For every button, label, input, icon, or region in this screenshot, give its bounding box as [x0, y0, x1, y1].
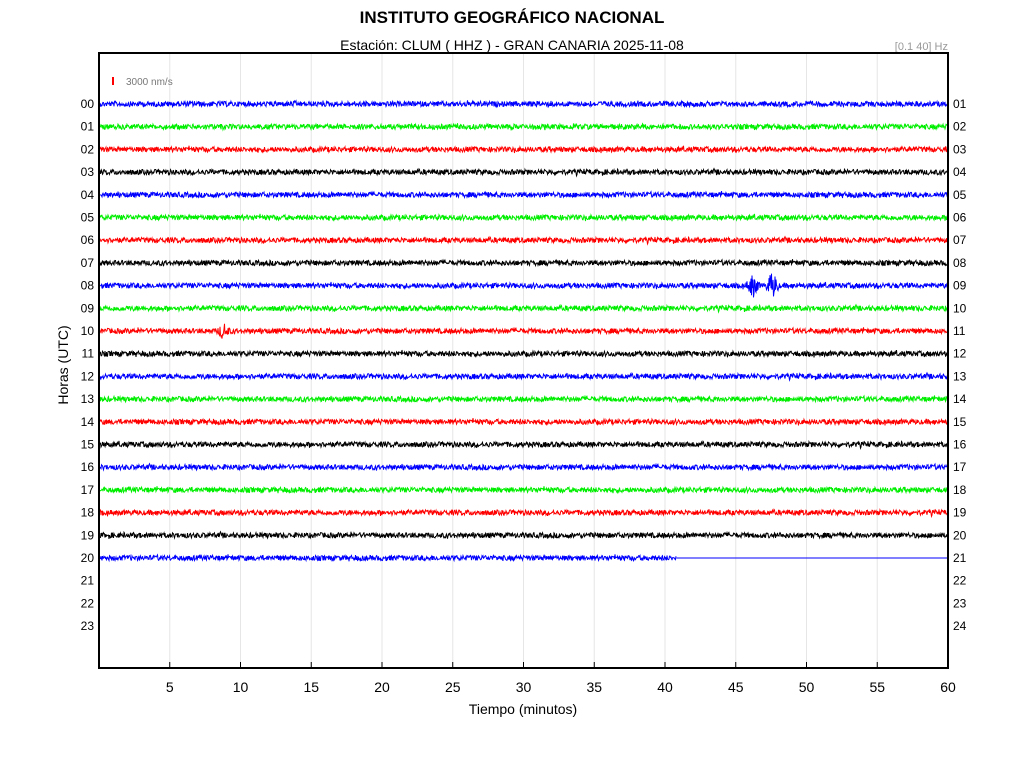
hour-label-right: 08 [953, 256, 967, 270]
hour-label-right: 14 [953, 392, 967, 406]
trace-hour-05 [99, 213, 949, 222]
y-axis-right: 01 02 03 04 05 06 07 08 09 10 11 12 13 14 15 16 17 18 19 20… [953, 97, 967, 633]
hour-label-right: 22 [953, 574, 967, 588]
grid-lines [169, 53, 878, 668]
hour-label-right: 01 [953, 97, 967, 111]
trace-hour-13 [99, 394, 949, 404]
x-tick-label: 5 [166, 679, 174, 695]
trace-hour-09 [99, 303, 949, 314]
filter-band: [0.1 40] Hz [894, 41, 948, 53]
hour-label-left: 16 [81, 460, 95, 474]
hour-label-right: 17 [953, 460, 967, 474]
seismic-traces [99, 99, 949, 563]
trace-hour-08 [99, 273, 949, 298]
hour-label-right: 10 [953, 301, 967, 315]
hour-label-left: 12 [81, 369, 95, 383]
trace-hour-14 [99, 417, 949, 427]
hour-label-right: 06 [953, 211, 967, 225]
hour-label-right: 23 [953, 596, 967, 610]
trace-hour-06 [99, 235, 949, 246]
x-tick-label: 30 [516, 679, 532, 695]
y-axis-left: 00 01 02 03 04 05 06 07 08 09 10 11 12 13 14 15 16 17 18 19… [81, 97, 95, 633]
x-tick-label: 50 [799, 679, 815, 695]
hour-label-right: 16 [953, 438, 967, 452]
hour-label-right: 04 [953, 165, 967, 179]
scale-label: 3000 nm/s [126, 77, 173, 88]
trace-hour-01 [99, 122, 949, 132]
hour-label-right: 24 [953, 619, 967, 633]
hour-label-left: 03 [81, 165, 95, 179]
hour-label-left: 09 [81, 301, 95, 315]
hour-label-left: 18 [81, 506, 95, 520]
hour-label-right: 12 [953, 347, 967, 361]
chart-title: INSTITUTO GEOGRÁFICO NACIONAL [359, 8, 665, 27]
scale-bar [112, 77, 114, 85]
hour-label-right: 15 [953, 415, 967, 429]
x-axis: 5 10 15 20 25 30 35 40 45 50 55 60 [166, 662, 956, 695]
hour-label-right: 03 [953, 142, 967, 156]
hour-label-left: 04 [81, 188, 95, 202]
hour-label-right: 11 [953, 324, 966, 338]
trace-hour-04 [99, 190, 949, 200]
trace-hour-20 [99, 553, 677, 563]
trace-hour-07 [99, 258, 949, 268]
chart-subtitle: Estación: CLUM ( HHZ ) - GRAN CANARIA 20… [0, 37, 1024, 53]
hour-label-right: 07 [953, 233, 967, 247]
hour-label-right: 09 [953, 279, 967, 293]
trace-hour-15 [99, 439, 949, 450]
hour-label-left: 13 [81, 392, 95, 406]
hour-label-left: 02 [81, 142, 95, 156]
hour-label-right: 18 [953, 483, 967, 497]
y-axis-title: Horas (UTC) [55, 325, 71, 404]
hour-label-left: 07 [81, 256, 95, 270]
hour-label-left: 08 [81, 279, 95, 293]
hour-label-right: 05 [953, 188, 967, 202]
trace-hour-17 [99, 485, 949, 495]
x-axis-title: Tiempo (minutos) [469, 701, 577, 717]
x-tick-label: 40 [657, 679, 673, 695]
hour-label-left: 17 [81, 483, 95, 497]
hour-label-right: 13 [953, 369, 967, 383]
trace-hour-10 [99, 323, 949, 339]
x-tick-label: 55 [869, 679, 885, 695]
x-tick-label: 20 [374, 679, 390, 695]
x-tick-label: 60 [940, 679, 956, 695]
x-tick-label: 25 [445, 679, 461, 695]
hour-label-left: 11 [82, 347, 95, 361]
x-tick-label: 10 [233, 679, 249, 695]
hour-label-left: 20 [81, 551, 95, 565]
hour-label-right: 21 [953, 551, 967, 565]
hour-label-right: 02 [953, 120, 967, 134]
station-name: CLUM ( HHZ ) - GRAN CANARIA [401, 37, 610, 53]
hour-label-left: 05 [81, 211, 95, 225]
hour-label-right: 19 [953, 506, 967, 520]
hour-label-left: 00 [81, 97, 95, 111]
trace-hour-11 [99, 349, 949, 359]
hour-label-right: 20 [953, 528, 967, 542]
hour-label-left: 15 [81, 438, 95, 452]
x-tick-label: 35 [586, 679, 602, 695]
x-tick-label: 45 [728, 679, 744, 695]
hour-label-left: 21 [81, 574, 95, 588]
hour-label-left: 19 [81, 528, 95, 542]
trace-hour-12 [99, 371, 949, 382]
trace-hour-18 [99, 508, 949, 519]
x-tick-label: 15 [303, 679, 319, 695]
trace-hour-00 [99, 99, 949, 109]
trace-hour-02 [99, 145, 949, 154]
hour-label-left: 23 [81, 619, 95, 633]
hour-label-left: 10 [81, 324, 95, 338]
hour-label-left: 01 [81, 120, 95, 134]
record-date: 2025-11-08 [613, 37, 684, 53]
trace-hour-19 [99, 530, 949, 540]
hour-label-left: 22 [81, 596, 95, 610]
trace-hour-03 [99, 167, 949, 178]
station-label: Estación: [340, 37, 398, 53]
trace-hour-16 [99, 462, 949, 472]
hour-label-left: 14 [81, 415, 95, 429]
hour-label-left: 06 [81, 233, 95, 247]
